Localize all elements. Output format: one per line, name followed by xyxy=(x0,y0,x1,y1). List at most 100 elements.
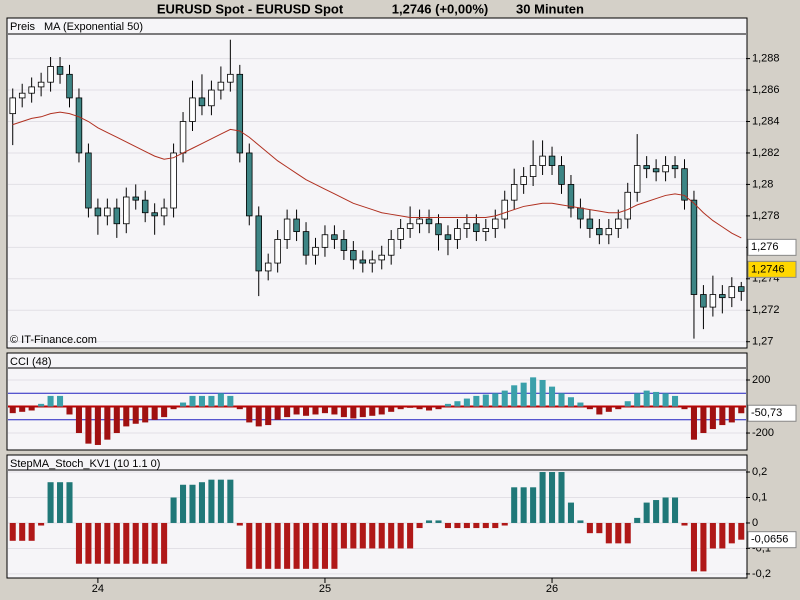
candle-body xyxy=(416,218,423,225)
candle-body xyxy=(189,97,196,122)
bar xyxy=(681,406,688,410)
bar xyxy=(47,395,54,407)
bar xyxy=(681,522,688,526)
bar xyxy=(284,406,291,418)
chart-title: EURUSD Spot - EURUSD Spot xyxy=(157,1,344,16)
bar xyxy=(435,520,442,523)
y-tick-label: 1,284 xyxy=(752,115,780,127)
candle-body xyxy=(425,218,433,225)
bar xyxy=(66,406,73,415)
candle-body xyxy=(151,212,158,217)
bar xyxy=(482,394,489,407)
bar xyxy=(501,390,508,407)
bar xyxy=(624,401,631,407)
value-marker xyxy=(747,238,797,256)
bar xyxy=(577,402,584,407)
candle-body xyxy=(605,228,613,236)
bar xyxy=(189,484,196,523)
bar xyxy=(293,406,300,415)
candle-body xyxy=(123,196,130,225)
bar xyxy=(321,522,328,569)
bar xyxy=(738,406,745,414)
bar xyxy=(265,522,272,569)
bar xyxy=(501,522,508,526)
bar xyxy=(208,395,215,407)
y-tick-label: -200 xyxy=(752,427,774,439)
candle-body xyxy=(227,73,234,83)
x-tick-label: 26 xyxy=(546,583,558,595)
candle-body xyxy=(179,121,187,154)
panel-frame xyxy=(6,17,748,349)
bar xyxy=(549,472,556,523)
bar xyxy=(28,522,35,541)
candle-body xyxy=(28,86,35,94)
legend-label: Preis xyxy=(10,21,36,33)
bar xyxy=(444,403,451,407)
bar xyxy=(653,500,660,523)
y-tick-label: 0 xyxy=(752,517,758,529)
bar xyxy=(586,522,593,534)
y-tick-label: 200 xyxy=(752,374,770,386)
candle-body xyxy=(37,81,45,88)
candle-body xyxy=(690,199,698,295)
bar xyxy=(605,406,612,412)
bar xyxy=(340,522,347,549)
value-marker-label: 1,2746 xyxy=(751,263,785,275)
candle-body xyxy=(633,165,641,193)
candle-body xyxy=(719,294,726,299)
bar xyxy=(558,393,565,407)
bar xyxy=(407,522,414,549)
bar xyxy=(180,484,187,523)
bar xyxy=(208,479,215,523)
bar xyxy=(28,406,35,411)
y-tick-label: 0,2 xyxy=(752,466,767,478)
bar xyxy=(690,406,697,440)
bar xyxy=(577,520,584,523)
candle-body xyxy=(700,294,707,308)
bar xyxy=(217,393,224,407)
candle-body xyxy=(246,152,253,217)
bar xyxy=(369,406,376,416)
bar xyxy=(369,522,376,549)
candle-body xyxy=(56,66,64,75)
y-tick-label: 1,27 xyxy=(752,336,773,348)
value-marker xyxy=(747,404,797,422)
bar xyxy=(19,522,26,541)
bar xyxy=(236,406,243,410)
candle-body xyxy=(18,92,26,99)
panel-frame xyxy=(6,454,748,579)
bar xyxy=(274,522,281,569)
bar xyxy=(672,395,679,407)
value-marker-label: -0,0656 xyxy=(751,534,788,546)
candle-body xyxy=(104,207,111,217)
bar xyxy=(397,522,404,549)
bar xyxy=(170,497,177,523)
bar xyxy=(217,479,224,523)
bar xyxy=(321,406,328,414)
bar xyxy=(586,406,593,410)
candle-body xyxy=(406,223,414,229)
bar xyxy=(416,406,423,410)
candle-body xyxy=(340,239,348,251)
candle-body xyxy=(387,239,395,256)
panel-frame xyxy=(6,352,748,451)
candle-body xyxy=(520,176,527,185)
bar xyxy=(662,497,669,523)
candle-body xyxy=(596,228,603,236)
legend-label: MA (Exponential 50) xyxy=(44,21,143,33)
bar xyxy=(624,522,631,544)
candle-body xyxy=(728,286,736,299)
bar xyxy=(255,406,262,427)
bar xyxy=(132,406,139,424)
candle-body xyxy=(643,165,650,170)
bar xyxy=(397,406,404,410)
bar xyxy=(359,522,366,549)
candle-body xyxy=(283,218,291,240)
candle-body xyxy=(312,246,319,256)
bar xyxy=(426,406,433,411)
candle-body xyxy=(454,228,461,240)
bar xyxy=(57,482,64,523)
bar xyxy=(9,406,16,414)
bar xyxy=(142,522,149,564)
